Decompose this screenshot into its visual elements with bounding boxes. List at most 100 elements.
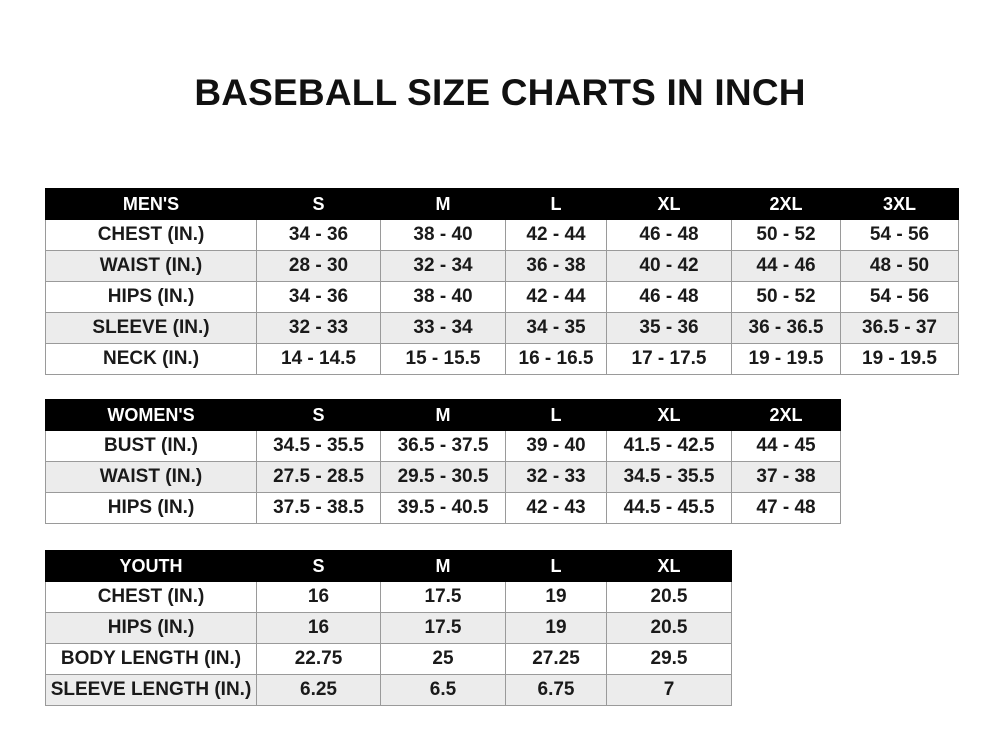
size-value-cell: 27.25 (505, 643, 607, 675)
measurement-label: HIPS (IN.) (45, 281, 257, 313)
measurement-label: CHEST (IN.) (45, 219, 257, 251)
size-column-header: M (380, 399, 506, 431)
size-column-header: L (505, 550, 607, 582)
measurement-label: WAIST (IN.) (45, 250, 257, 282)
size-value-cell: 34 - 36 (256, 281, 381, 313)
size-value-cell: 32 - 34 (380, 250, 506, 282)
table-category-header: MEN'S (45, 188, 257, 220)
measurement-label: HIPS (IN.) (45, 492, 257, 524)
size-column-header: XL (606, 188, 732, 220)
measurement-label: HIPS (IN.) (45, 612, 257, 644)
measurement-label: BODY LENGTH (IN.) (45, 643, 257, 675)
size-value-cell: 32 - 33 (256, 312, 381, 344)
size-value-cell: 54 - 56 (840, 219, 959, 251)
header-row: YOUTH S M L XL (45, 550, 732, 582)
table-row: NECK (IN.) 14 - 14.5 15 - 15.5 16 - 16.5 17 … (45, 343, 959, 375)
size-value-cell: 36 - 38 (505, 250, 607, 282)
size-value-cell: 19 (505, 612, 607, 644)
size-value-cell: 46 - 48 (606, 219, 732, 251)
size-value-cell: 42 - 43 (505, 492, 607, 524)
size-value-cell: 42 - 44 (505, 281, 607, 313)
size-value-cell: 34.5 - 35.5 (256, 430, 381, 462)
size-column-header: 2XL (731, 399, 841, 431)
size-value-cell: 39.5 - 40.5 (380, 492, 506, 524)
size-value-cell: 42 - 44 (505, 219, 607, 251)
size-value-cell: 36.5 - 37 (840, 312, 959, 344)
size-value-cell: 40 - 42 (606, 250, 732, 282)
size-value-cell: 6.25 (256, 674, 381, 706)
size-value-cell: 35 - 36 (606, 312, 732, 344)
size-value-cell: 20.5 (606, 612, 732, 644)
size-value-cell: 34 - 36 (256, 219, 381, 251)
table-row: SLEEVE LENGTH (IN.) 6.25 6.5 6.75 7 (45, 674, 732, 706)
size-value-cell: 25 (380, 643, 506, 675)
size-value-cell: 22.75 (256, 643, 381, 675)
size-column-header: XL (606, 399, 732, 431)
table-row: WAIST (IN.) 28 - 30 32 - 34 36 - 38 40 - 42 4… (45, 250, 959, 282)
size-value-cell: 36.5 - 37.5 (380, 430, 506, 462)
size-value-cell: 48 - 50 (840, 250, 959, 282)
size-value-cell: 14 - 14.5 (256, 343, 381, 375)
header-row: WOMEN'S S M L XL 2XL (45, 399, 841, 431)
page-title: BASEBALL SIZE CHARTS IN INCH (194, 72, 806, 113)
header-row: MEN'S S M L XL 2XL 3XL (45, 188, 959, 220)
size-value-cell: 15 - 15.5 (380, 343, 506, 375)
size-value-cell: 41.5 - 42.5 (606, 430, 732, 462)
size-value-cell: 44 - 45 (731, 430, 841, 462)
table-row: HIPS (IN.) 34 - 36 38 - 40 42 - 44 46 - 48 50… (45, 281, 959, 313)
size-value-cell: 19 - 19.5 (731, 343, 841, 375)
size-value-cell: 33 - 34 (380, 312, 506, 344)
size-value-cell: 50 - 52 (731, 219, 841, 251)
size-value-cell: 27.5 - 28.5 (256, 461, 381, 493)
size-value-cell: 44.5 - 45.5 (606, 492, 732, 524)
measurement-label: SLEEVE (IN.) (45, 312, 257, 344)
size-value-cell: 38 - 40 (380, 219, 506, 251)
size-value-cell: 17.5 (380, 581, 506, 613)
size-value-cell: 17.5 (380, 612, 506, 644)
youth-size-table: YOUTH S M L XL CHEST (IN.) 16 17.5 19 20.5 HIPS (I… (45, 550, 732, 706)
size-value-cell: 38 - 40 (380, 281, 506, 313)
size-value-cell: 19 (505, 581, 607, 613)
size-value-cell: 16 (256, 612, 381, 644)
table-row: CHEST (IN.) 16 17.5 19 20.5 (45, 581, 732, 613)
measurement-label: CHEST (IN.) (45, 581, 257, 613)
size-value-cell: 50 - 52 (731, 281, 841, 313)
size-column-header: S (256, 399, 381, 431)
size-value-cell: 37 - 38 (731, 461, 841, 493)
table-category-header: YOUTH (45, 550, 257, 582)
size-value-cell: 37.5 - 38.5 (256, 492, 381, 524)
table-row: CHEST (IN.) 34 - 36 38 - 40 42 - 44 46 - 48 5… (45, 219, 959, 251)
table-category-header: WOMEN'S (45, 399, 257, 431)
table-row: SLEEVE (IN.) 32 - 33 33 - 34 34 - 35 35 - 36… (45, 312, 959, 344)
table-row: HIPS (IN.) 37.5 - 38.5 39.5 - 40.5 42 - 43 4… (45, 492, 841, 524)
size-value-cell: 36 - 36.5 (731, 312, 841, 344)
size-value-cell: 17 - 17.5 (606, 343, 732, 375)
size-column-header: L (505, 399, 607, 431)
size-value-cell: 6.5 (380, 674, 506, 706)
size-column-header: M (380, 188, 506, 220)
size-value-cell: 16 - 16.5 (505, 343, 607, 375)
size-value-cell: 29.5 (606, 643, 732, 675)
size-column-header: M (380, 550, 506, 582)
size-value-cell: 34 - 35 (505, 312, 607, 344)
table-row: WAIST (IN.) 27.5 - 28.5 29.5 - 30.5 32 - 33… (45, 461, 841, 493)
measurement-label: BUST (IN.) (45, 430, 257, 462)
size-value-cell: 46 - 48 (606, 281, 732, 313)
size-column-header: 3XL (840, 188, 959, 220)
size-value-cell: 29.5 - 30.5 (380, 461, 506, 493)
size-value-cell: 44 - 46 (731, 250, 841, 282)
measurement-label: WAIST (IN.) (45, 461, 257, 493)
table-row: HIPS (IN.) 16 17.5 19 20.5 (45, 612, 732, 644)
size-value-cell: 16 (256, 581, 381, 613)
mens-size-table: MEN'S S M L XL 2XL 3XL CHEST (IN.) 34 - 36 38 - 4… (45, 188, 959, 375)
table-row: BODY LENGTH (IN.) 22.75 25 27.25 29.5 (45, 643, 732, 675)
measurement-label: SLEEVE LENGTH (IN.) (45, 674, 257, 706)
table-row: BUST (IN.) 34.5 - 35.5 36.5 - 37.5 39 - 40 4… (45, 430, 841, 462)
size-value-cell: 47 - 48 (731, 492, 841, 524)
size-column-header: S (256, 550, 381, 582)
size-value-cell: 20.5 (606, 581, 732, 613)
size-column-header: 2XL (731, 188, 841, 220)
size-value-cell: 32 - 33 (505, 461, 607, 493)
size-value-cell: 7 (606, 674, 732, 706)
size-value-cell: 54 - 56 (840, 281, 959, 313)
